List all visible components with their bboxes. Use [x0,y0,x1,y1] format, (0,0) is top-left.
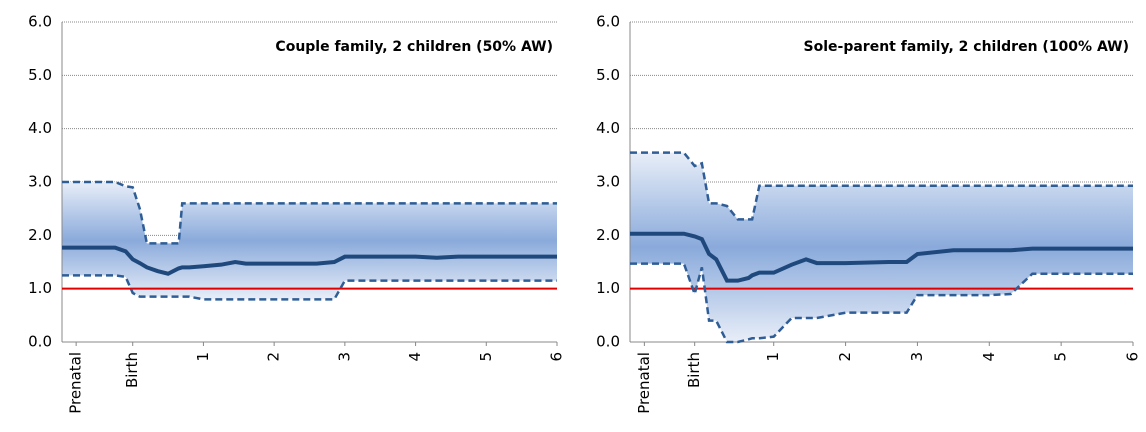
band [630,152,1133,342]
x-tick-label: 1 [764,352,782,362]
y-tick-label: 4.0 [596,119,620,137]
x-tick-label: 3 [908,352,926,362]
band [62,182,557,300]
y-tick-label: 0.0 [28,333,52,351]
y-tick-label: 1.0 [596,279,620,297]
x-tick-label: Prenatal [67,352,85,414]
x-tick-label: 6 [548,352,566,362]
x-tick-label: 5 [1052,352,1070,362]
median-line [630,231,1133,283]
y-tick-label: 5.0 [596,66,620,84]
x-tick-label: 1 [194,352,212,362]
x-tick-label: 6 [1124,352,1142,362]
x-tick-label: Birth [685,352,703,388]
y-tick-label: 5.0 [28,66,52,84]
y-tick-label: 2.0 [28,226,52,244]
y-tick-label: 6.0 [596,13,620,31]
x-tick-label: 4 [980,352,998,362]
y-tick-label: 6.0 [28,13,52,31]
bound-line [62,180,557,245]
bound-line [630,262,1133,344]
y-tick-label: 4.0 [28,119,52,137]
chart: 0.0 1.0 2.0 3.0 4.0 5.0 6.0 Prenatal Birth 1 2 3 4 5 6… [28,13,565,414]
chart-title: Couple family, 2 children (50% AW) [275,39,553,55]
bound-line [62,274,557,301]
chart-title: Sole-parent family, 2 children (100% AW) [804,39,1129,55]
y-tick-label: 3.0 [28,173,52,191]
x-tick-label: 2 [265,352,283,362]
chart: 0.0 1.0 2.0 3.0 4.0 5.0 6.0 Prenatal Birth 1 2 3 4 5 6… [596,13,1141,414]
x-tick-label: 3 [335,352,353,362]
x-tick-label: Prenatal [635,352,653,414]
median-line [62,245,557,276]
x-tick-label: 2 [836,352,854,362]
x-tick-label: Birth [123,352,141,388]
y-tick-label: 2.0 [596,226,620,244]
bound-line [630,151,1133,221]
x-tick-label: 5 [477,352,495,362]
y-tick-label: 3.0 [596,173,620,191]
x-tick-label: 4 [406,352,424,362]
y-tick-label: 0.0 [596,333,620,351]
y-tick-label: 1.0 [28,279,52,297]
